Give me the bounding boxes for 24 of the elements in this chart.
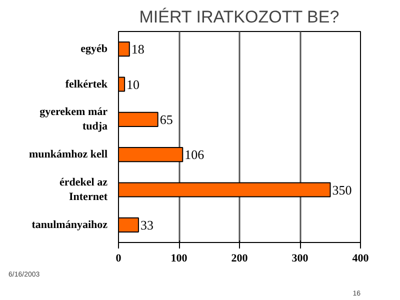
data-label: 65 <box>160 112 173 127</box>
data-label: 350 <box>332 182 352 198</box>
x-tick-label: 300 <box>292 252 309 264</box>
bar <box>118 217 139 232</box>
bar <box>118 42 130 57</box>
bar <box>118 76 126 92</box>
x-tick-label: 400 <box>352 252 370 264</box>
data-label: 106 <box>184 147 205 162</box>
y-tick-label: érdekel az Internet <box>60 176 108 203</box>
y-tick-label: munkámhoz kell <box>28 148 108 161</box>
y-tick-label: egyéb <box>80 43 108 56</box>
data-label: 18 <box>131 42 144 57</box>
y-tick-label: tanulmányaihoz <box>32 218 108 231</box>
y-tick-label: felkértek <box>65 78 108 90</box>
chart-title: MIÉRT IRATKOZOTT BE? <box>139 8 340 26</box>
x-tick-label: 100 <box>170 252 188 264</box>
x-tick-label: 0 <box>116 252 122 264</box>
bar <box>118 182 331 198</box>
bar <box>118 147 184 162</box>
x-tick-label: 200 <box>231 252 248 264</box>
data-label: 10 <box>126 76 140 92</box>
bar <box>118 112 158 127</box>
data-label: 33 <box>140 217 154 232</box>
y-tick-label: gyerekem már tudja <box>40 106 108 133</box>
